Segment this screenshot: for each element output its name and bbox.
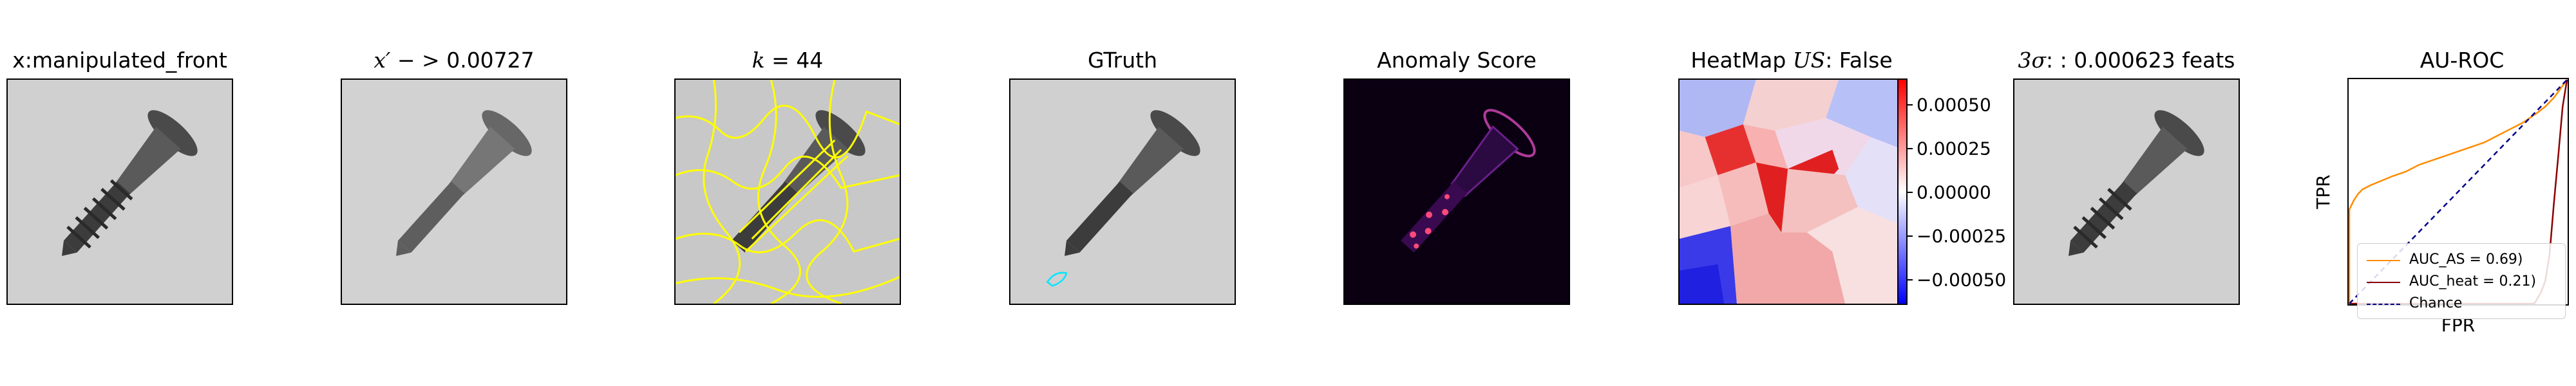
panel-heatmap: HeatMap US: False — [1678, 0, 2000, 386]
colorbar-tick — [1908, 279, 1913, 280]
heatmap-image — [1680, 80, 1904, 304]
colorbar-tick — [1908, 148, 1913, 149]
colorbar — [1897, 78, 1908, 305]
panel-xprime: x′ − > 0.00727 — [341, 0, 567, 386]
panel-title-math: k — [752, 48, 765, 73]
panel-title: GTruth — [1087, 48, 1158, 73]
screw-image-blurred — [342, 80, 566, 304]
panel-title-math: x′ − > — [374, 48, 440, 73]
panel-superpixels: k = 44 — [674, 0, 901, 386]
image-superpixels — [674, 78, 901, 305]
colorbar-tick — [1908, 192, 1913, 193]
chart-title: AU-ROC — [2420, 48, 2505, 73]
panel-title-suffix: : False — [1825, 48, 1893, 73]
image-3sigma — [2013, 78, 2240, 305]
panel-title-suffix: : : 0.000623 feats — [2046, 48, 2235, 73]
panel-title: HeatMap US: False — [1678, 48, 1905, 73]
panel-title-prefix: HeatMap — [1690, 48, 1793, 73]
image-xprime — [341, 78, 567, 305]
legend-label: AUC_AS = 0.69) — [2409, 252, 2523, 268]
anomaly-map — [1345, 80, 1569, 304]
colorbar-tick-label: −0.00025 — [1917, 225, 2007, 247]
panel-title: 3σ: : 0.000623 feats — [2013, 48, 2240, 73]
legend-label: AUC_heat = 0.21) — [2409, 273, 2537, 290]
panel-title-value: 0.00727 — [446, 48, 535, 73]
panel-title-math: 3σ — [2018, 48, 2047, 73]
panel-title: x′ − > 0.00727 — [341, 48, 567, 73]
colorbar-tick — [1908, 104, 1913, 106]
panel-au-roc: AU-ROC — [2348, 0, 2576, 386]
roc-legend: AUC_AS = 0.69) AUC_heat = 0.21) Chance — [2357, 243, 2566, 319]
legend-entry: Chance — [2367, 294, 2560, 315]
panel-title: Anomaly Score — [1377, 48, 1537, 73]
legend-swatch — [2367, 260, 2400, 261]
legend-label: Chance — [2409, 295, 2463, 311]
colorbar-tick — [1908, 235, 1913, 237]
screw-image-3sigma — [2014, 80, 2239, 304]
legend-swatch — [2367, 282, 2400, 283]
colorbar-tick-label: 0.00025 — [1917, 138, 1991, 160]
image-heatmap — [1678, 78, 1905, 305]
panel-gtruth: GTruth — [1009, 0, 1236, 386]
panel-title-math: US — [1792, 48, 1826, 73]
image-original — [6, 78, 233, 305]
panel-title-value: = 44 — [772, 48, 824, 73]
legend-entry: AUC_heat = 0.21) — [2367, 272, 2560, 293]
screw-image — [8, 80, 232, 304]
gtruth-image — [1010, 80, 1235, 304]
legend-swatch — [2367, 304, 2400, 305]
legend-entry: AUC_AS = 0.69) — [2367, 250, 2560, 271]
panel-3sigma: 3σ: : 0.000623 feats — [2013, 0, 2240, 386]
colorbar-tick-label: 0.00000 — [1917, 181, 1991, 203]
panel-title: x:manipulated_front — [12, 48, 227, 73]
gtruth-contour — [1046, 271, 1068, 287]
panel-title: k = 44 — [674, 48, 901, 73]
panel-anomaly-score: Anomaly Score — [1343, 0, 1570, 386]
image-anomaly-score — [1343, 78, 1570, 305]
superpixel-image — [676, 80, 900, 304]
panel-original: x:manipulated_front — [6, 0, 233, 386]
y-axis-label: TPR — [2313, 174, 2334, 209]
colorbar-tick-label: −0.00050 — [1917, 269, 2007, 291]
image-gtruth — [1009, 78, 1236, 305]
colorbar-tick-label: 0.00050 — [1917, 94, 1991, 116]
